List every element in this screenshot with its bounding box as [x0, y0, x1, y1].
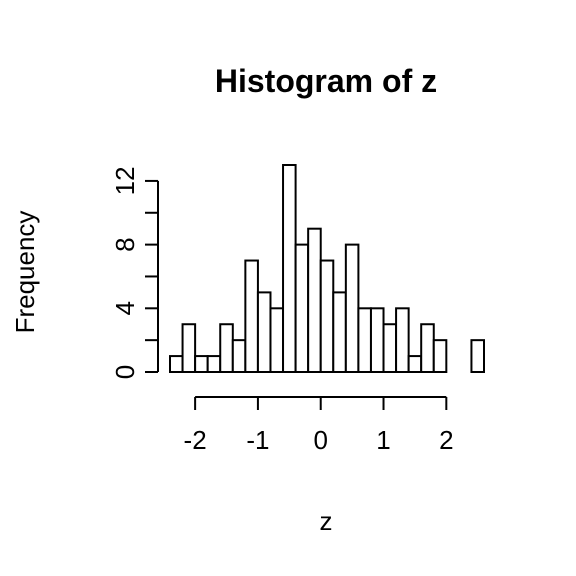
histogram-bar [395, 307, 410, 373]
y-tick-label: 0 [110, 365, 140, 379]
x-axis: -2 -1 0 1 2 [184, 396, 454, 455]
histogram-bar [344, 243, 360, 373]
y-axis: 0 4 8 12 [110, 166, 159, 379]
histogram-bar [206, 355, 222, 374]
histogram-bar [432, 339, 448, 373]
histogram-bar [319, 259, 335, 373]
histogram-bar [219, 323, 234, 374]
histogram-bar [181, 323, 197, 374]
histogram-bar [382, 323, 398, 374]
histogram-bar [256, 291, 272, 373]
x-tick-label: 0 [313, 425, 327, 455]
x-tick-label: -1 [246, 425, 269, 455]
histogram-bar [244, 259, 259, 373]
x-axis-label: z [320, 506, 333, 536]
histogram-bar [407, 355, 423, 374]
histogram-bar [169, 355, 184, 374]
histogram-bar [357, 307, 372, 373]
histogram-bar [282, 164, 297, 373]
histogram-bar [294, 243, 310, 373]
y-tick-label: 12 [110, 166, 140, 195]
histogram-bar [470, 339, 486, 373]
y-tick-label: 8 [110, 237, 140, 251]
histogram-bar [269, 307, 285, 373]
x-tick-label: 1 [376, 425, 390, 455]
bar-group [169, 164, 486, 374]
histogram-bar [420, 323, 435, 374]
histogram-bar [194, 355, 209, 374]
y-tick-label: 4 [110, 301, 140, 315]
histogram-bar [369, 307, 385, 373]
chart-title: Histogram of z [215, 63, 437, 99]
histogram-bar [307, 227, 322, 373]
histogram-bar [332, 291, 347, 373]
x-tick-label: -2 [184, 425, 207, 455]
y-axis-label: Frequency [10, 211, 40, 334]
x-tick-label: 2 [439, 425, 453, 455]
histogram-bar [231, 339, 247, 373]
